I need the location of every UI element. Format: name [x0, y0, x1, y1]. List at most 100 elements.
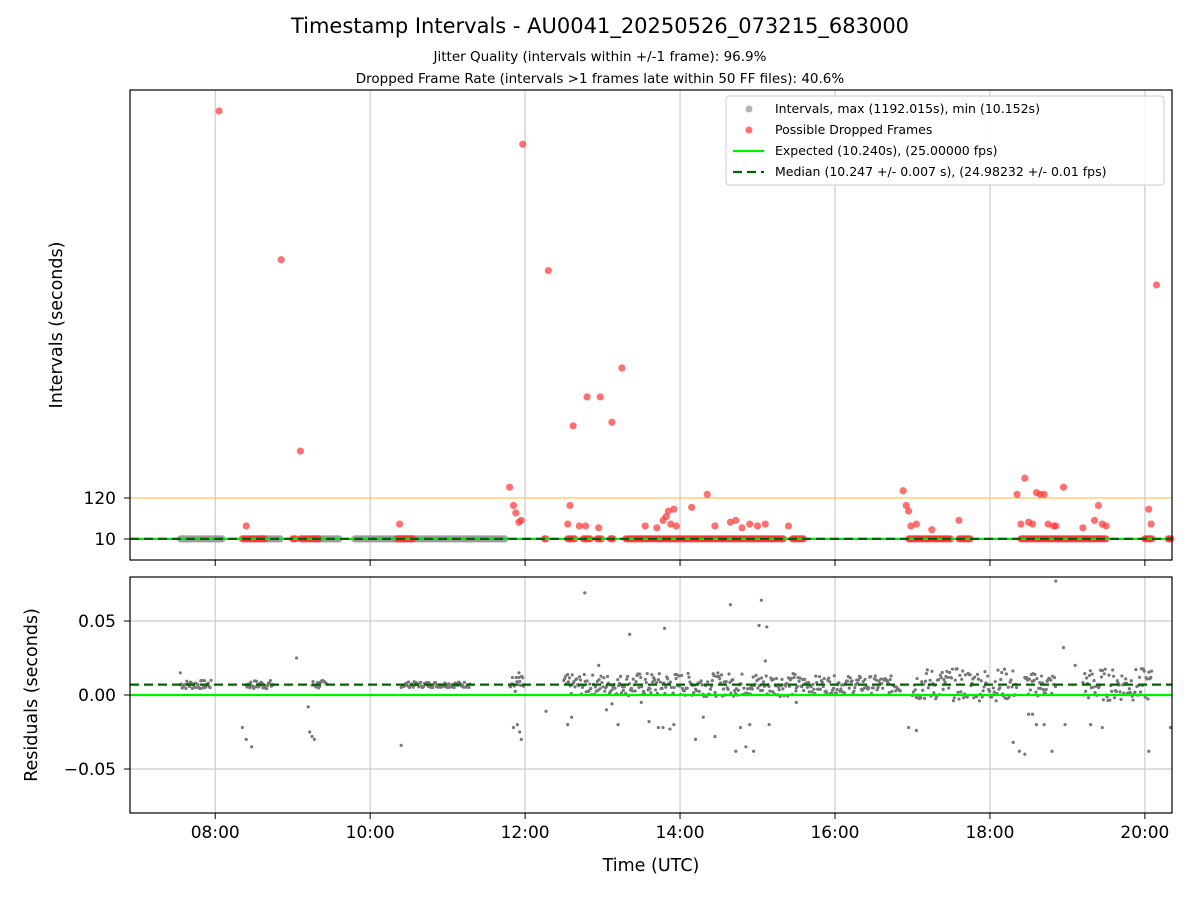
residual-point — [565, 672, 570, 677]
residual-point — [820, 680, 824, 684]
dropped-frame-point — [688, 503, 696, 511]
residual-point — [311, 680, 315, 684]
dropped-frame-point — [608, 418, 616, 426]
residual-point — [516, 683, 520, 687]
residual-point — [578, 678, 583, 682]
residual-point — [1092, 679, 1096, 683]
residual-point — [736, 688, 740, 692]
residual-point — [308, 730, 312, 734]
residual-point — [728, 603, 733, 607]
residual-point — [817, 675, 822, 679]
residual-point — [597, 678, 601, 682]
residual-point — [814, 674, 818, 678]
residual-point — [1033, 672, 1037, 677]
residual-point — [1089, 723, 1093, 727]
residual-point — [713, 690, 717, 695]
residual-point — [628, 632, 632, 636]
residual-point — [433, 681, 438, 685]
residual-point — [573, 685, 577, 689]
residual-point — [777, 688, 781, 692]
residual-point — [685, 686, 689, 690]
residual-point — [806, 680, 810, 684]
residual-point — [621, 688, 625, 692]
chart-title: Timestamp Intervals - AU0041_20250526_07… — [290, 14, 910, 38]
residual-point — [1050, 749, 1054, 753]
x-tick-label: 18:00 — [965, 823, 1014, 843]
residual-point — [515, 680, 519, 684]
residual-point — [668, 680, 673, 684]
dropped-frame-point — [664, 507, 673, 515]
residual-point — [518, 730, 522, 734]
residual-point — [832, 674, 836, 678]
dropped-frame-point — [761, 520, 769, 528]
residual-point — [786, 676, 791, 680]
residual-point — [959, 690, 963, 694]
dropped-frame-point — [667, 520, 675, 528]
residual-point — [789, 676, 793, 680]
legend-marker-intervals — [745, 105, 753, 113]
residual-point — [943, 680, 947, 684]
dropped-frame-point — [215, 107, 223, 115]
residual-point — [945, 669, 949, 674]
residual-point — [925, 668, 929, 672]
residual-point — [687, 675, 691, 679]
residual-point — [951, 699, 955, 703]
residual-point — [417, 685, 421, 689]
residual-point — [265, 687, 269, 691]
residual-point — [924, 671, 929, 676]
residual-point — [731, 678, 735, 682]
residual-point — [1127, 687, 1131, 691]
dropped-frame-point — [396, 520, 404, 528]
dropped-frame-point — [670, 505, 678, 513]
dropped-frame-point — [1017, 520, 1025, 528]
residual-point — [1118, 690, 1122, 694]
residual-point — [598, 687, 602, 691]
residual-point — [677, 674, 681, 678]
residual-point — [998, 686, 1002, 690]
residual-point — [1030, 712, 1035, 716]
residual-point — [1087, 673, 1092, 678]
residual-point — [767, 723, 771, 727]
residual-point — [664, 685, 668, 689]
residual-point — [411, 685, 415, 689]
residual-point — [811, 682, 815, 686]
residual-point — [710, 679, 714, 683]
residual-point — [648, 687, 652, 691]
residual-point — [756, 686, 760, 690]
residual-point — [544, 709, 548, 713]
dropped-frame-point — [595, 524, 603, 532]
residual-point — [913, 688, 917, 692]
residual-point — [517, 671, 521, 675]
residual-point — [751, 675, 755, 679]
residual-point — [1149, 675, 1153, 679]
residual-point — [254, 679, 259, 683]
dropped-frame-point — [1079, 524, 1087, 532]
residual-point — [861, 679, 865, 684]
residual-point — [268, 678, 272, 683]
residual-point — [240, 725, 244, 730]
residual-point — [208, 685, 212, 690]
residual-point — [588, 682, 592, 686]
residual-point — [630, 689, 634, 693]
residual-point — [1114, 689, 1118, 694]
residual-point — [605, 674, 610, 679]
bottom-y-tick-label: −0.05 — [64, 760, 116, 780]
residual-point — [693, 737, 698, 742]
residual-point — [250, 745, 254, 749]
residual-point — [1035, 677, 1039, 681]
dropped-frame-point — [912, 520, 920, 528]
residual-point — [831, 686, 836, 690]
residual-point — [591, 673, 595, 677]
residual-point — [431, 685, 435, 690]
residual-point — [1004, 672, 1008, 676]
residual-point — [860, 688, 864, 693]
residual-point — [583, 591, 587, 595]
dropped-frame-point — [662, 513, 670, 521]
residual-point — [616, 678, 620, 682]
residual-point — [713, 734, 717, 739]
residual-point — [800, 685, 804, 689]
residual-point — [940, 670, 944, 675]
residual-point — [1093, 691, 1097, 695]
x-tick-label: 12:00 — [501, 823, 550, 843]
residual-point — [1100, 725, 1104, 730]
